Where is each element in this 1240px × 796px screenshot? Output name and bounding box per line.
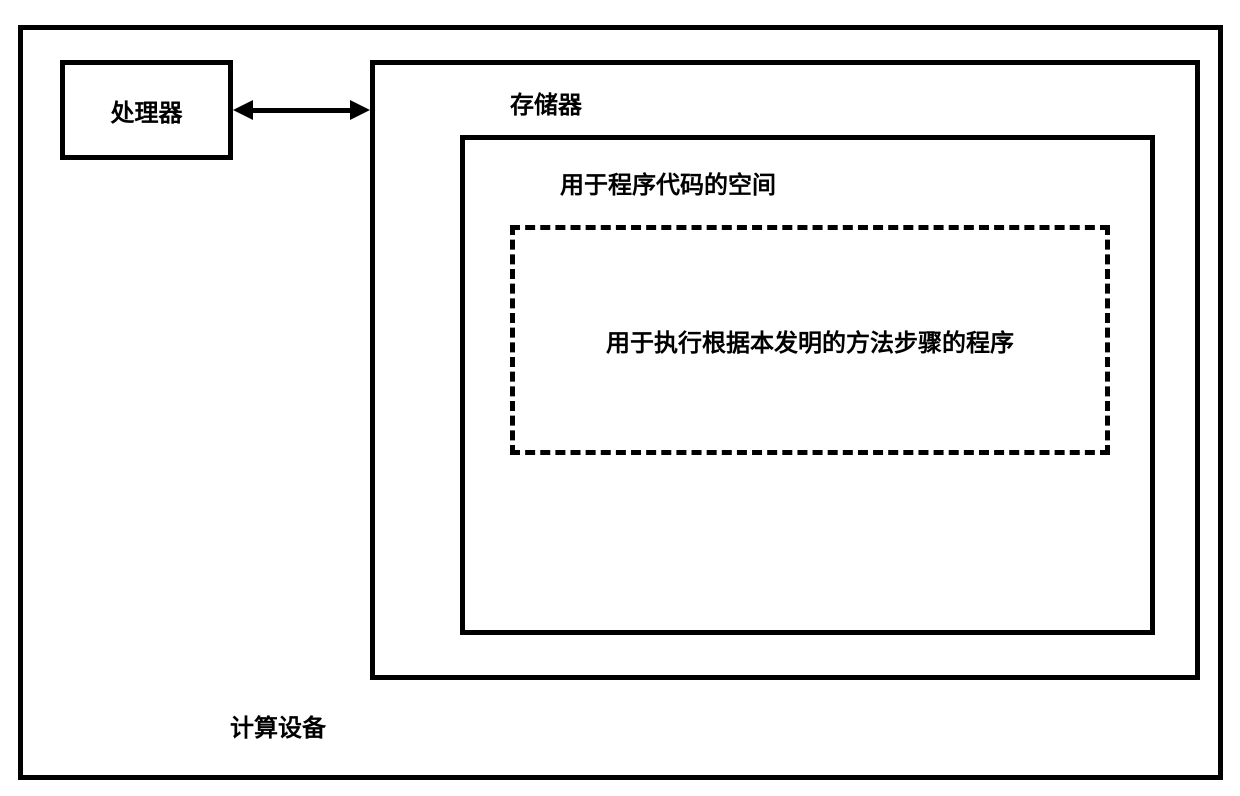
computing-device-label: 计算设备 bbox=[230, 708, 326, 743]
program-box: 用于执行根据本发明的方法步骤的程序 bbox=[510, 225, 1110, 455]
codespace-label: 用于程序代码的空间 bbox=[560, 165, 776, 200]
arrow-shaft bbox=[250, 108, 353, 113]
memory-label: 存储器 bbox=[510, 85, 582, 120]
processor-label: 处理器 bbox=[111, 93, 183, 128]
processor-box: 处理器 bbox=[60, 60, 233, 160]
arrow-head-right bbox=[350, 100, 370, 120]
program-label: 用于执行根据本发明的方法步骤的程序 bbox=[606, 323, 1014, 358]
